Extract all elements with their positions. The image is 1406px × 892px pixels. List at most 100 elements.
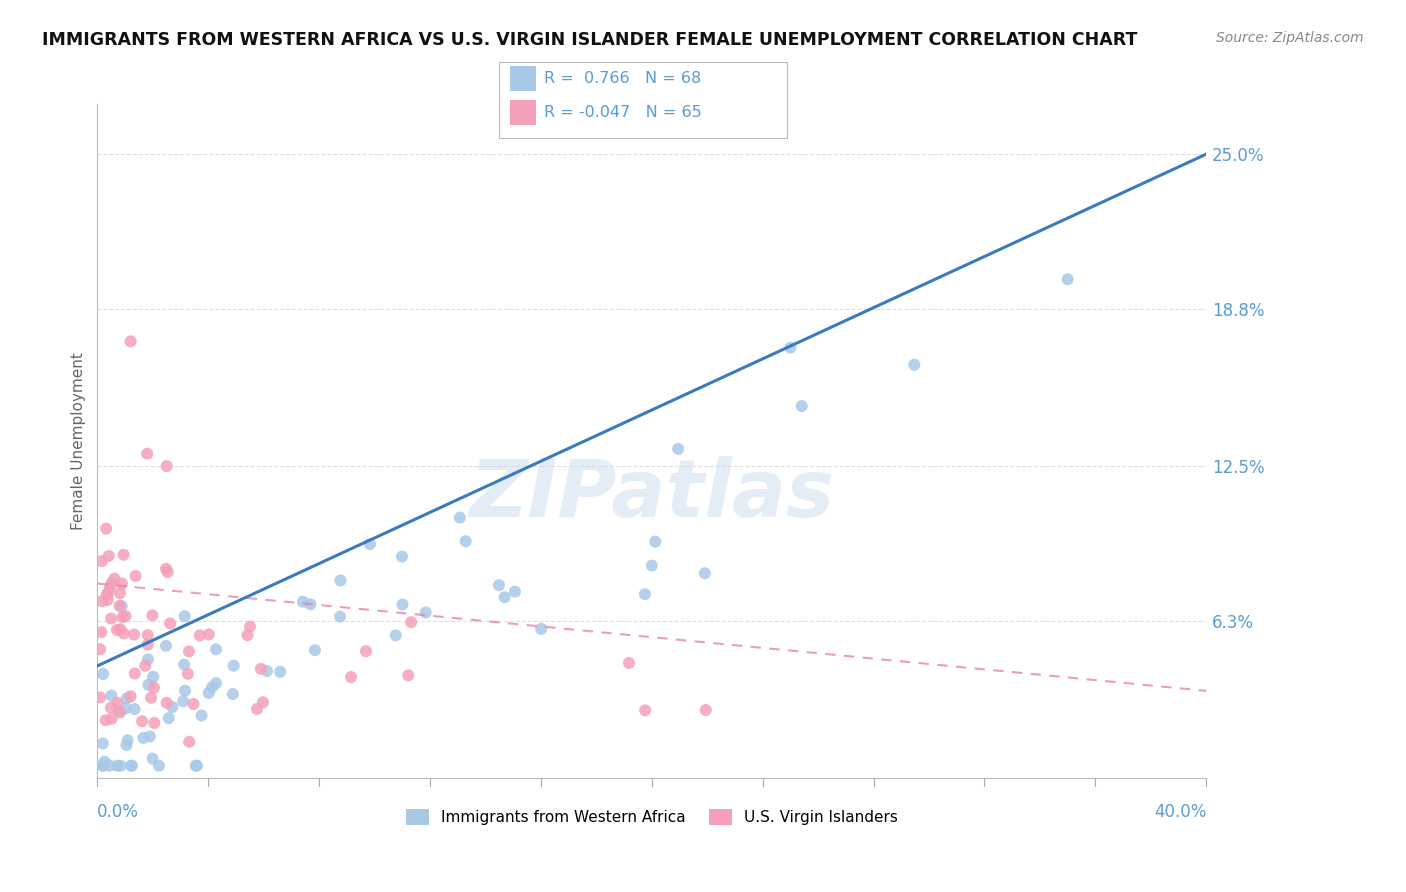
Point [98,758,121,772]
Point [132,731,155,745]
Point [136,652,159,666]
Point [97,585,120,599]
Point [159,616,181,631]
Point [120,758,142,772]
Point [114,701,136,715]
Point [162,700,184,714]
Point [449,510,471,524]
Text: 40.0%: 40.0% [1154,803,1206,822]
Point [304,643,326,657]
Point [222,658,245,673]
Point [136,628,159,642]
Point [197,627,219,641]
Point [177,644,200,658]
Point [105,623,128,637]
Point [100,700,122,714]
Point [115,738,138,752]
Point [503,584,526,599]
Point [100,689,122,703]
Point [222,687,245,701]
Point [236,628,259,642]
Point [173,609,195,624]
Point [617,656,640,670]
Point [117,733,139,747]
Point [269,665,291,679]
Point [108,586,131,600]
Point [100,576,122,591]
Point [399,615,422,629]
Point [384,628,406,642]
Point [114,609,136,624]
Point [396,668,419,682]
Point [157,711,180,725]
Point [136,638,159,652]
Point [179,735,201,749]
Point [91,758,114,772]
Point [246,702,269,716]
Point [94,713,117,727]
Point [139,690,162,705]
Point [693,566,716,581]
Point [89,642,111,657]
Point [156,696,179,710]
Point [415,606,437,620]
Point [190,708,212,723]
Point [634,703,657,717]
Point [105,696,128,710]
Point [790,399,813,413]
Point [174,683,197,698]
Point [91,594,114,608]
Point [111,610,134,624]
Point [329,574,352,588]
Point [110,758,132,772]
Text: IMMIGRANTS FROM WESTERN AFRICA VS U.S. VIRGIN ISLANDER FEMALE UNEMPLOYMENT CORRE: IMMIGRANTS FROM WESTERN AFRICA VS U.S. V… [42,31,1137,49]
Point [142,681,165,695]
Point [93,755,115,769]
Point [454,534,477,549]
Text: Source: ZipAtlas.com: Source: ZipAtlas.com [1216,31,1364,45]
Point [98,581,121,595]
Point [143,715,166,730]
Point [103,572,125,586]
Point [97,549,120,563]
Point [494,590,516,604]
Point [177,666,200,681]
Point [250,662,273,676]
Point [530,622,553,636]
Point [186,758,208,772]
Point [201,681,224,695]
Point [124,569,146,583]
Point [391,549,413,564]
Point [108,706,131,720]
Point [155,562,177,576]
Point [91,554,114,568]
Point [666,442,689,456]
Text: ZIPatlas: ZIPatlas [470,456,834,534]
Y-axis label: Female Unemployment: Female Unemployment [72,352,86,530]
Point [359,537,381,551]
Point [111,599,134,614]
Point [903,358,925,372]
Point [291,595,314,609]
Point [252,695,274,709]
Point [183,697,205,711]
Point [138,678,160,692]
Point [96,587,118,601]
Point [139,730,162,744]
Point [124,666,146,681]
Point [1056,272,1078,286]
Point [156,565,179,579]
Point [121,758,143,772]
Point [142,670,165,684]
Point [354,644,377,658]
Point [108,704,131,718]
Point [91,758,114,772]
Point [136,447,159,461]
Point [108,599,131,613]
Point [112,548,135,562]
Point [111,576,134,591]
Point [100,712,122,726]
Point [141,751,163,765]
Point [155,639,177,653]
Point [97,593,120,607]
